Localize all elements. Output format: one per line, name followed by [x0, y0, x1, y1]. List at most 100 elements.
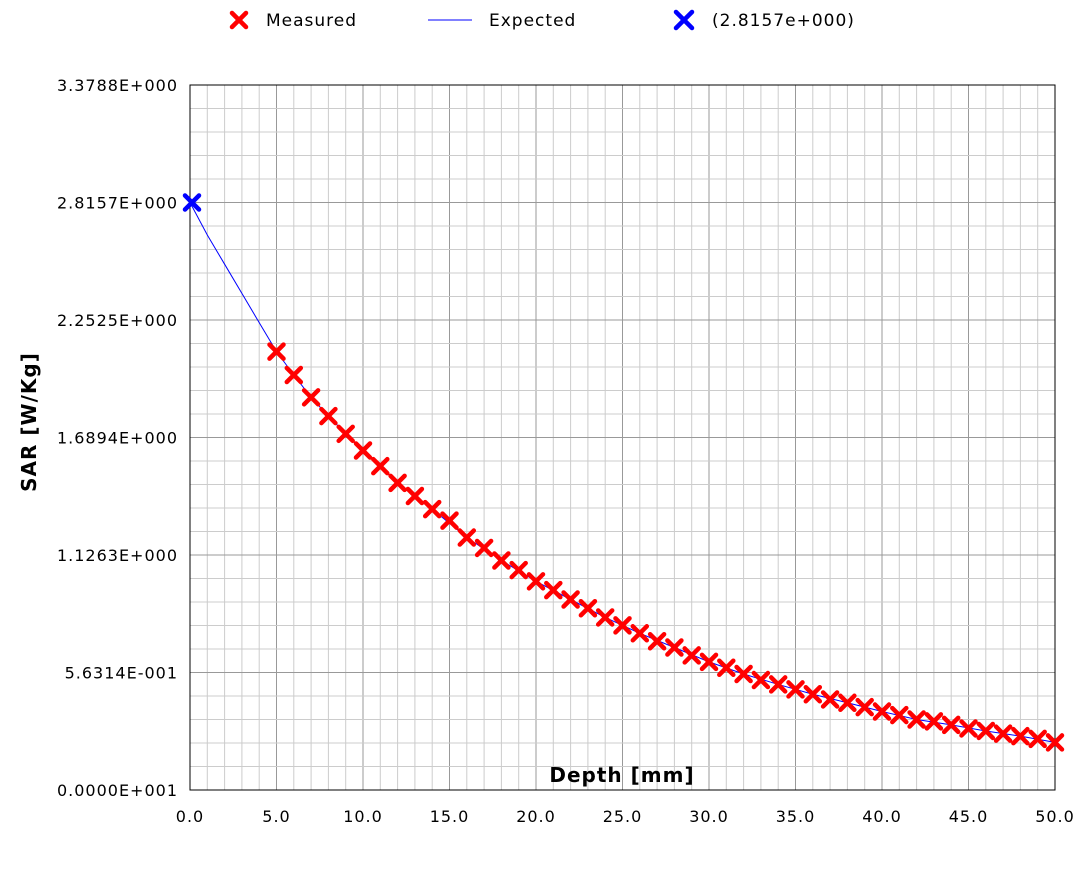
x-marker-stroke — [440, 511, 459, 530]
legend-peak-label: (2.8157e+000) — [712, 11, 855, 31]
x-tick-label: 30.0 — [689, 807, 729, 826]
measured-point — [786, 680, 805, 699]
measured-point — [388, 473, 407, 493]
legend-expected: Expected — [428, 11, 576, 31]
measured-point — [474, 538, 494, 558]
x-marker-stroke — [665, 638, 684, 657]
grid — [190, 85, 1055, 790]
x-marker-stroke — [336, 424, 355, 444]
x-marker-stroke — [820, 690, 840, 709]
x-tick-label: 45.0 — [949, 807, 989, 826]
x-marker-stroke — [734, 664, 753, 684]
y-tick-label: 1.6894E+000 — [57, 429, 178, 448]
x-marker-stroke — [717, 658, 736, 677]
x-tick-label: 40.0 — [862, 807, 902, 826]
x-marker-stroke — [1045, 733, 1065, 752]
y-tick-label: 1.1263E+000 — [57, 546, 178, 565]
x-marker-stroke — [786, 680, 805, 699]
x-marker-stroke — [890, 705, 909, 725]
x-marker-stroke — [855, 697, 874, 717]
measured-point — [1045, 733, 1065, 752]
measured-point — [924, 712, 944, 731]
x-marker-stroke — [872, 702, 892, 721]
x-marker-stroke — [803, 684, 823, 704]
measured-point — [267, 342, 286, 361]
x-tick-label: 5.0 — [262, 807, 290, 826]
measured-point — [578, 599, 598, 618]
legend-measured: Measured — [229, 10, 357, 31]
x-marker-stroke — [647, 631, 667, 651]
y-tick-label: 5.6314E-001 — [65, 663, 178, 682]
x-axis-ticks: 0.0 5.0 10.0 15.0 20.0 25.0 30.0 35.0 40.0 45.0 50… — [176, 807, 1075, 826]
x-marker-stroke — [267, 342, 286, 361]
measured-point — [976, 721, 996, 741]
y-tick-label: 2.8157E+000 — [57, 193, 178, 212]
measured-point — [301, 388, 321, 407]
x-marker-stroke — [1011, 726, 1030, 746]
x-marker-stroke — [457, 528, 477, 547]
x-marker-stroke — [595, 608, 615, 627]
x-tick-label: 50.0 — [1035, 807, 1075, 826]
measured-point — [734, 664, 753, 684]
x-marker-stroke — [561, 590, 580, 609]
x-marker-stroke — [544, 580, 563, 600]
measured-point — [941, 715, 961, 735]
measured-point — [959, 719, 978, 738]
measured-point — [371, 456, 390, 476]
x-tick-label: 0.0 — [176, 807, 204, 826]
x-marker-stroke — [941, 715, 961, 735]
x-marker-stroke — [993, 724, 1013, 743]
x-marker-stroke — [682, 646, 701, 665]
x-marker-stroke — [578, 599, 598, 618]
x-marker-stroke — [474, 538, 494, 558]
measured-point — [699, 652, 719, 672]
measured-point — [855, 697, 874, 717]
measured-point — [890, 705, 909, 725]
x-marker-stroke — [630, 624, 650, 643]
measured-point — [319, 406, 338, 426]
y-tick-label: 2.2525E+000 — [57, 311, 178, 330]
measured-point — [405, 486, 425, 506]
measured-point — [838, 693, 857, 713]
x-tick-label: 15.0 — [430, 807, 470, 826]
measured-point — [544, 580, 563, 600]
x-marker-stroke — [976, 721, 996, 741]
x-marker-stroke — [1028, 729, 1047, 749]
measured-point — [820, 690, 840, 709]
measured-point — [1011, 726, 1030, 746]
x-tick-label: 10.0 — [343, 807, 383, 826]
measured-point — [647, 631, 667, 651]
measured-point — [457, 528, 477, 547]
measured-point — [768, 675, 788, 694]
measured-point — [993, 724, 1013, 743]
measured-point — [509, 560, 528, 580]
measured-point — [422, 499, 442, 519]
measured-point — [907, 710, 926, 729]
legend-measured-label: Measured — [266, 11, 357, 31]
measured-point — [803, 684, 823, 704]
x-marker-stroke — [388, 473, 407, 493]
measured-point — [751, 670, 771, 690]
x-axis-title: Depth [mm] — [549, 763, 694, 787]
x-marker-stroke — [751, 670, 771, 690]
measured-point — [561, 590, 580, 609]
x-marker-stroke — [768, 675, 788, 694]
measured-point — [336, 424, 355, 444]
legend-expected-label: Expected — [489, 11, 576, 31]
measured-point — [440, 511, 459, 530]
x-marker-stroke — [301, 388, 321, 407]
x-marker-stroke — [907, 710, 926, 729]
peak-point — [182, 193, 202, 212]
x-marker-stroke — [613, 616, 632, 635]
measured-point — [717, 658, 736, 677]
x-marker-stroke — [182, 193, 202, 212]
measured-point — [595, 608, 615, 627]
x-tick-label: 35.0 — [776, 807, 816, 826]
plot-frame — [189, 84, 1056, 791]
x-tick-label: 25.0 — [603, 807, 643, 826]
series — [182, 193, 1065, 752]
x-marker-stroke — [353, 441, 373, 460]
measured-point — [872, 702, 892, 721]
legend-measured-marker — [229, 10, 249, 30]
